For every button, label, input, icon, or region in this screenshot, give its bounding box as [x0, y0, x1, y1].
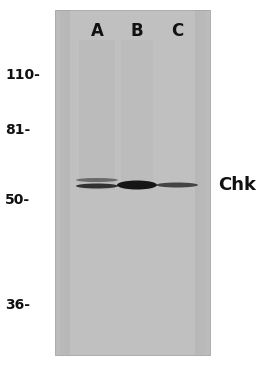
Bar — [195, 10, 205, 355]
Bar — [55, 10, 70, 355]
Bar — [79, 40, 115, 190]
Bar — [55, 10, 210, 355]
Text: B: B — [131, 22, 143, 40]
Text: C: C — [171, 22, 183, 40]
Text: Chk2: Chk2 — [218, 176, 256, 194]
Bar — [121, 40, 153, 190]
Ellipse shape — [156, 182, 198, 188]
Text: A: A — [91, 22, 103, 40]
Bar — [60, 10, 70, 355]
Text: 110-: 110- — [5, 68, 40, 82]
Text: 81-: 81- — [5, 123, 30, 137]
Bar — [65, 10, 70, 355]
Ellipse shape — [117, 181, 157, 189]
Text: 36-: 36- — [5, 298, 30, 312]
Bar — [195, 10, 200, 355]
Ellipse shape — [76, 178, 118, 182]
Bar — [195, 10, 210, 355]
Ellipse shape — [76, 184, 118, 188]
Text: 50-: 50- — [5, 193, 30, 207]
